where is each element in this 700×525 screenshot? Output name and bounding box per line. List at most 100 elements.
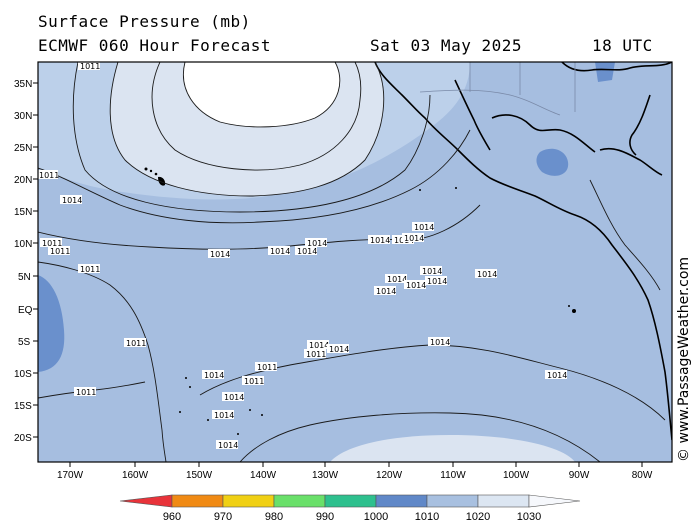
hawaii-islands	[144, 167, 166, 186]
colorbar-label: 1010	[415, 511, 439, 523]
svg-text:1011: 1011	[42, 239, 62, 248]
colorbar-end-arrow	[528, 494, 581, 508]
high-core	[183, 62, 340, 127]
colorbar-segment	[375, 494, 428, 508]
svg-text:1014: 1014	[224, 393, 244, 402]
isobar-label: 1011	[48, 246, 70, 256]
isobar-label: 1014	[374, 286, 396, 296]
svg-text:1014: 1014	[404, 234, 424, 243]
isobar-label: 1014	[202, 370, 224, 380]
map-frame	[37, 61, 673, 463]
svg-text:1014: 1014	[430, 338, 450, 347]
isobar-label: 1011	[74, 387, 96, 397]
lat-label: 20N	[14, 175, 32, 186]
svg-text:1011: 1011	[126, 339, 146, 348]
isobar-label: 1011	[242, 376, 264, 386]
lat-label: 30N	[14, 111, 32, 122]
isobar-label: 1011	[255, 362, 277, 372]
isobar-label: 1014	[327, 344, 349, 354]
lat-label: 10N	[14, 239, 32, 250]
lat-label: 5S	[18, 337, 31, 348]
isobar-label: 1014	[268, 246, 290, 256]
lon-label: 130W	[312, 470, 339, 481]
borders	[419, 62, 576, 116]
isobar-label: 1014	[208, 249, 230, 259]
isobar-label: 1014	[402, 233, 424, 243]
colorbar-label: 980	[265, 511, 283, 523]
isobar-label: 1011	[38, 170, 59, 180]
svg-text:1014: 1014	[477, 270, 497, 279]
lon-label: 100W	[503, 470, 530, 481]
lon-label: 110W	[440, 470, 466, 481]
colorbar-label: 1000	[364, 511, 388, 523]
colorbar-segment	[171, 494, 224, 508]
svg-text:1014: 1014	[406, 281, 426, 290]
isobar-label: 1014	[60, 195, 82, 205]
svg-text:1014: 1014	[422, 267, 442, 276]
isobar-label: 1014	[420, 266, 442, 276]
isobar-label: 1014	[295, 246, 317, 256]
colorbar-segment	[426, 494, 479, 508]
longitude-labels: 170W 160W 150W 140W 130W 120W 110W 100W …	[57, 470, 653, 481]
low-patch-west	[38, 275, 65, 372]
map-field: 1011 1011 1014 1014 1014 1014 1014 1014 …	[38, 62, 672, 462]
colorbar-label: 990	[316, 511, 334, 523]
isobar-labels: 1011 1011 1014 1014 1014 1014 1014 1014 …	[38, 62, 567, 450]
isobar-label: 1014	[385, 274, 407, 284]
isobar-label: 1011	[78, 264, 100, 274]
isobar-label: 1014	[222, 392, 244, 402]
low-patch-north	[595, 62, 615, 82]
lat-label: 5N	[18, 272, 31, 283]
site-credit: © www.PassageWeather.com	[676, 256, 692, 462]
colorbar-segment	[477, 494, 530, 508]
lat-label: 15N	[14, 207, 32, 218]
lat-label: 25N	[14, 143, 32, 154]
colorbar-label: 1030	[517, 511, 541, 523]
isobar-label: 1014	[545, 370, 567, 380]
map-title: Surface Pressure (mb)	[38, 12, 251, 31]
isobar-label: 1014	[425, 276, 447, 286]
colorbar-label: 1020	[466, 511, 490, 523]
svg-text:1011: 1011	[39, 171, 59, 180]
lat-label: 10S	[14, 369, 32, 380]
svg-text:1014: 1014	[387, 275, 407, 284]
svg-text:1011: 1011	[244, 377, 264, 386]
svg-text:1011: 1011	[76, 388, 96, 397]
svg-text:1014: 1014	[297, 247, 317, 256]
svg-text:1011: 1011	[257, 363, 277, 372]
isobars	[38, 62, 666, 462]
isobar-label: 1014	[368, 235, 390, 245]
colorbar-segment	[222, 494, 275, 508]
isobar-label: 1011	[78, 62, 100, 71]
colorbar: 960 970 980 990 1000 1010 1020 1030	[119, 494, 581, 523]
lat-label: 35N	[14, 79, 32, 90]
svg-text:1014: 1014	[329, 345, 349, 354]
svg-text:1014: 1014	[218, 441, 238, 450]
svg-text:1011: 1011	[50, 247, 70, 256]
svg-text:1014: 1014	[210, 250, 230, 259]
svg-text:1014: 1014	[370, 236, 390, 245]
axis-ticks	[33, 82, 643, 467]
isobar-label: 1011	[124, 338, 146, 348]
colorbar-label: 970	[214, 511, 232, 523]
forecast-date: Sat 03 May 2025	[370, 36, 522, 55]
colorbar-segment	[324, 494, 377, 508]
lon-label: 90W	[569, 470, 590, 481]
lat-label: 20S	[14, 433, 32, 444]
isobar-label: 1011	[304, 349, 326, 359]
lat-label: 15S	[14, 401, 32, 412]
svg-text:1011: 1011	[80, 265, 100, 274]
svg-text:1014: 1014	[309, 341, 329, 350]
lon-label: 160W	[122, 470, 149, 481]
isobar-label: 1014	[212, 410, 234, 420]
south-high	[330, 435, 575, 462]
lat-label: EQ	[18, 305, 33, 316]
svg-text:1014: 1014	[307, 239, 327, 248]
lon-label: 80W	[632, 470, 653, 481]
forecast-time: 18 UTC	[592, 36, 653, 55]
isobar-label: 1014	[305, 238, 327, 248]
isobar-label: 1014	[428, 337, 450, 347]
low-patch-central-america	[536, 148, 569, 176]
svg-text:1014: 1014	[427, 277, 447, 286]
